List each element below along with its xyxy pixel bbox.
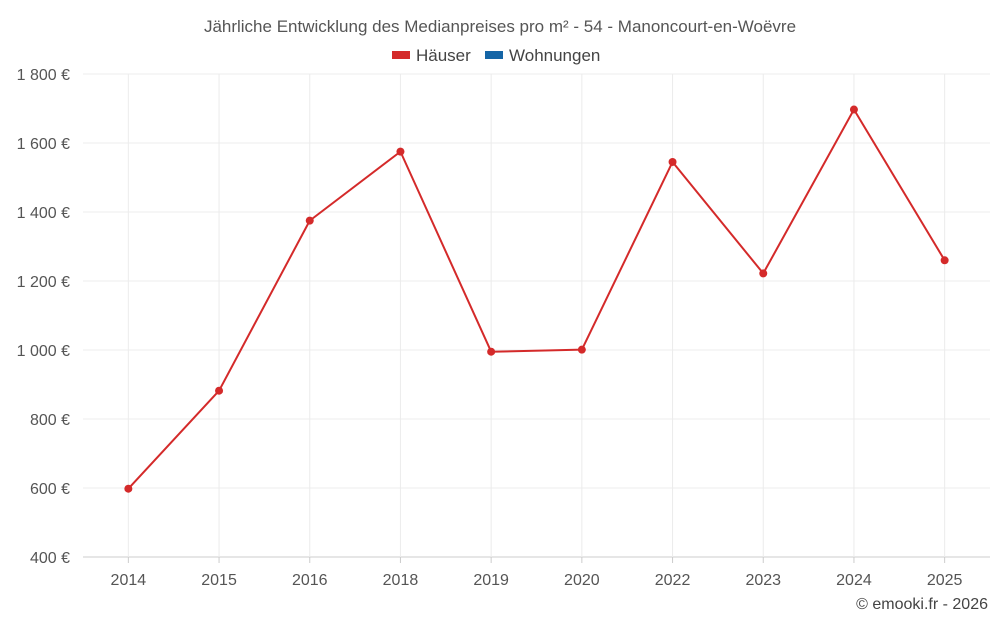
x-tick-label: 2018 [383, 572, 419, 589]
series-line [127, 108, 946, 490]
y-tick-label: 1 000 € [17, 343, 70, 360]
legend: Häuser Wohnungen [392, 46, 600, 65]
y-tick-label: 1 200 € [17, 274, 70, 291]
y-axis-ticks: 400 € 600 € 800 € 1 000 € 1 200 € 1 400 € 1 60… [17, 67, 70, 567]
chart-title: Jährliche Entwicklung des Medianpreises … [204, 17, 796, 36]
data-point[interactable] [305, 216, 314, 225]
data-point[interactable] [215, 386, 224, 395]
legend-label-apartments[interactable]: Wohnungen [509, 46, 600, 65]
series-houses [124, 105, 949, 493]
data-point[interactable] [577, 345, 586, 354]
x-tick-label: 2022 [655, 572, 691, 589]
x-tick-label: 2024 [836, 572, 872, 589]
grid [83, 73, 990, 563]
x-axis-ticks: 2014 2015 2016 2018 2019 2020 2022 2023 2024 2025 [111, 572, 963, 589]
y-tick-label: 600 € [30, 481, 70, 498]
data-point[interactable] [849, 105, 858, 114]
y-tick-label: 1 400 € [17, 205, 70, 222]
data-point[interactable] [396, 147, 405, 156]
data-point[interactable] [759, 269, 768, 278]
x-tick-label: 2020 [564, 572, 600, 589]
legend-swatch-apartments [485, 51, 503, 59]
x-tick-label: 2025 [927, 572, 963, 589]
credit-text: © emooki.fr - 2026 [856, 596, 988, 613]
x-tick-label: 2015 [201, 572, 237, 589]
data-point[interactable] [124, 484, 133, 493]
y-tick-label: 400 € [30, 550, 70, 567]
y-tick-label: 1 800 € [17, 67, 70, 84]
legend-swatch-houses [392, 51, 410, 59]
data-point[interactable] [487, 347, 496, 356]
data-point[interactable] [668, 157, 677, 166]
data-point[interactable] [940, 256, 949, 265]
legend-label-houses[interactable]: Häuser [416, 46, 471, 65]
x-tick-label: 2016 [292, 572, 328, 589]
y-tick-label: 800 € [30, 412, 70, 429]
y-tick-label: 1 600 € [17, 136, 70, 153]
x-tick-label: 2019 [473, 572, 509, 589]
x-tick-label: 2014 [111, 572, 147, 589]
x-tick-label: 2023 [745, 572, 781, 589]
